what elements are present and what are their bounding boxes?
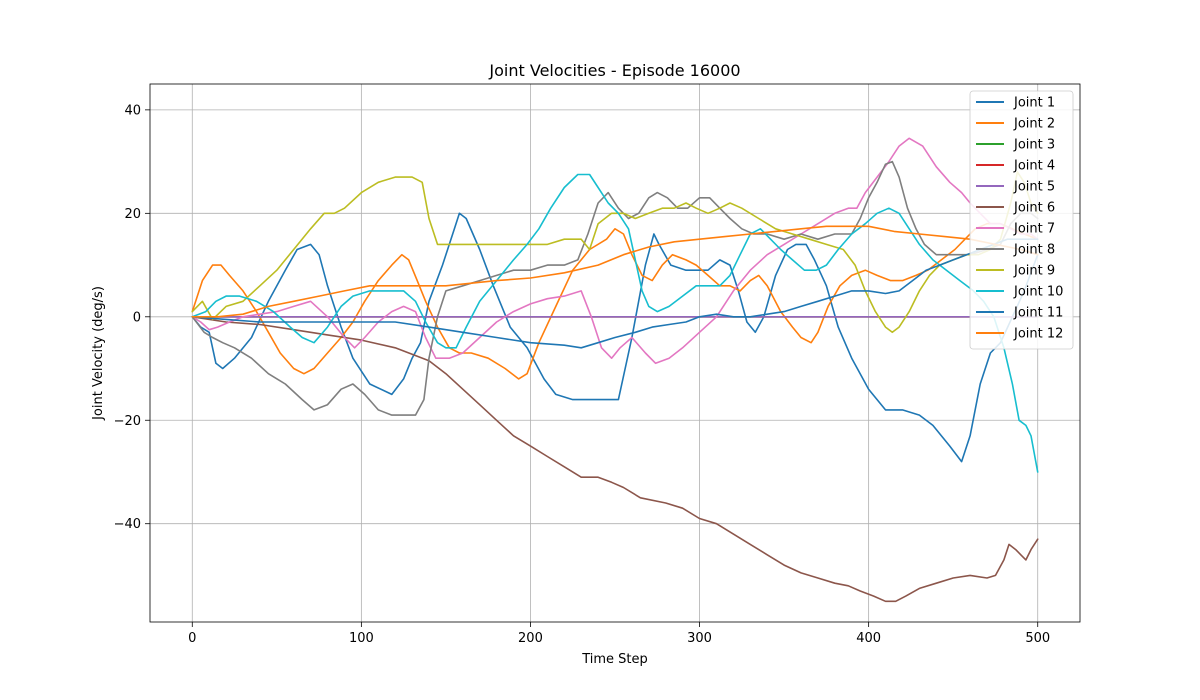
series-line-joint-2 [191,222,1039,380]
legend-label-joint-9: Joint 9 [1013,264,1055,279]
y-tick-label: 0 [133,310,141,325]
series-line-joint-12 [191,225,1039,318]
plot-frame [149,83,1081,623]
x-tick-label: 0 [188,631,196,646]
legend-label-joint-3: Joint 3 [1013,138,1055,153]
legend-label-joint-1: Joint 1 [1013,96,1055,111]
legend-label-joint-5: Joint 5 [1013,180,1055,195]
y-axis-label: Joint Velocity (deg/s) [91,286,106,421]
legend-label-joint-10: Joint 10 [1013,285,1063,300]
legend-label-joint-2: Joint 2 [1013,117,1055,132]
legend-box [969,90,1074,350]
legend-label-joint-4: Joint 4 [1013,159,1055,174]
series-line-joint-9 [191,171,1039,334]
series-line-joint-6 [191,316,1039,603]
legend-label-joint-12: Joint 12 [1013,327,1063,342]
y-tick-label: −40 [114,517,141,532]
x-tick-label: 500 [1025,631,1050,646]
y-tick-label: 40 [124,103,141,118]
axis-ticks: 0 100 200 300 400 500 −40 −20 0 20 40 [114,103,1051,646]
series-line-joint-11 [191,238,1039,349]
series-line-joint-1 [191,212,1039,463]
legend-label-joint-6: Joint 6 [1013,201,1055,216]
series-line-joint-10 [191,173,1039,473]
y-tick-label: −20 [114,414,141,429]
y-tick-label: 20 [124,207,141,222]
x-tick-label: 200 [518,631,543,646]
x-axis-label: Time Step [581,652,648,667]
x-tick-label: 300 [687,631,712,646]
x-tick-label: 400 [856,631,881,646]
chart-title: Joint Velocities - Episode 16000 [488,61,740,80]
legend: Joint 1 Joint 2 Joint 3 Joint 4 Joint 5 Joint… [969,90,1074,350]
series-lines [191,137,1039,603]
legend-label-joint-8: Joint 8 [1013,243,1055,258]
legend-label-joint-11: Joint 11 [1013,306,1063,321]
series-line-joint-7 [191,137,1039,365]
series-line-joint-8 [191,160,1039,416]
legend-label-joint-7: Joint 7 [1013,222,1055,237]
x-tick-label: 100 [349,631,374,646]
